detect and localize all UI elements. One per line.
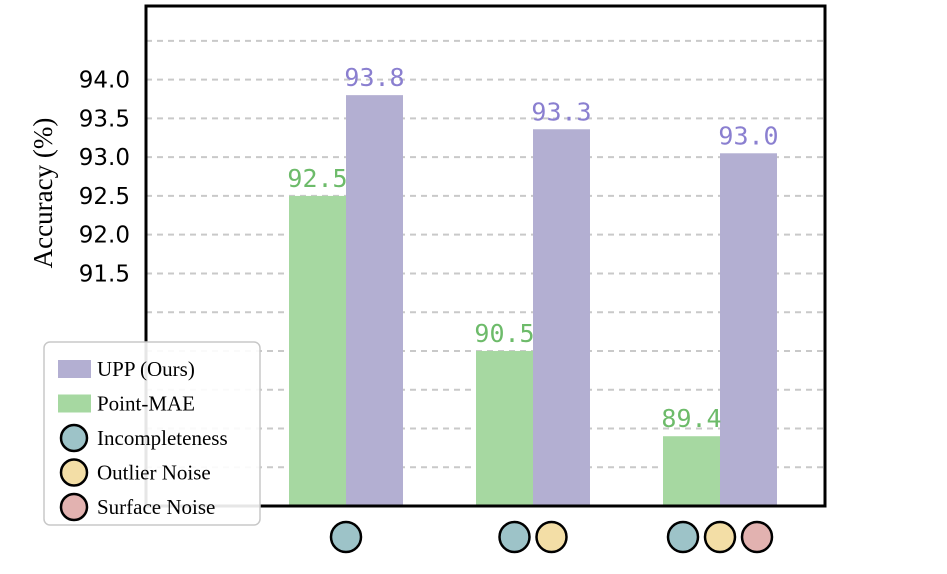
bars	[289, 95, 777, 507]
y-tick-label: 92.5	[79, 184, 130, 210]
bar-point-mae	[289, 195, 346, 506]
legend-label-outlier-noise: Outlier Noise	[97, 461, 211, 485]
incompleteness-icon	[329, 520, 363, 554]
bar-point-mae	[476, 350, 533, 506]
legend: UPP (Ours) Point-MAE Incompleteness Outlier…	[43, 341, 261, 526]
bar-point-mae	[663, 436, 720, 506]
y-tick-label: 94.0	[79, 68, 130, 94]
data-label-upp-ours: 93.3	[531, 97, 591, 126]
legend-surface-noise-icon	[59, 492, 89, 522]
outlier-noise-icon	[703, 520, 737, 554]
legend-label-incompleteness: Incompleteness	[97, 426, 228, 450]
y-tick-labels: 91.5 92.0 92.5 93.0 93.5 94.0	[79, 68, 130, 288]
data-label-point-mae: 90.5	[474, 319, 534, 348]
y-tick-label: 93.0	[79, 145, 130, 171]
data-label-point-mae: 89.4	[661, 404, 721, 433]
bar-upp-ours	[720, 153, 777, 507]
legend-swatch-upp-ours	[58, 360, 91, 378]
data-label-point-mae: 92.5	[287, 164, 347, 193]
legend-swatch-point-mae	[58, 394, 91, 413]
legend-label-point-mae: Point-MAE	[97, 392, 195, 416]
legend-label-upp-ours: UPP (Ours)	[97, 357, 195, 381]
y-tick-label: 93.5	[79, 106, 130, 132]
y-tick-label: 92.0	[79, 223, 130, 249]
outlier-noise-icon	[535, 520, 568, 554]
y-axis-label: Accuracy (%)	[28, 118, 58, 269]
legend-box	[43, 341, 261, 526]
legend-outlier-noise-icon	[59, 458, 89, 487]
legend-label-surface-noise: Surface Noise	[97, 495, 215, 519]
x-category-icons	[329, 520, 774, 554]
bar-upp-ours	[533, 129, 590, 507]
surface-noise-icon	[740, 520, 774, 554]
y-tick-label: 91.5	[79, 261, 130, 287]
plot-frame	[144, 4, 827, 508]
incompleteness-icon	[666, 520, 700, 554]
data-label-upp-ours: 93.8	[344, 63, 404, 92]
legend-incompleteness-icon	[59, 423, 89, 453]
data-label-upp-ours: 93.0	[718, 121, 778, 150]
data-labels: 92.5 90.5 89.4 93.8 93.3 93.0	[287, 63, 778, 433]
bar-upp-ours	[346, 95, 403, 507]
incompleteness-icon	[498, 520, 531, 554]
